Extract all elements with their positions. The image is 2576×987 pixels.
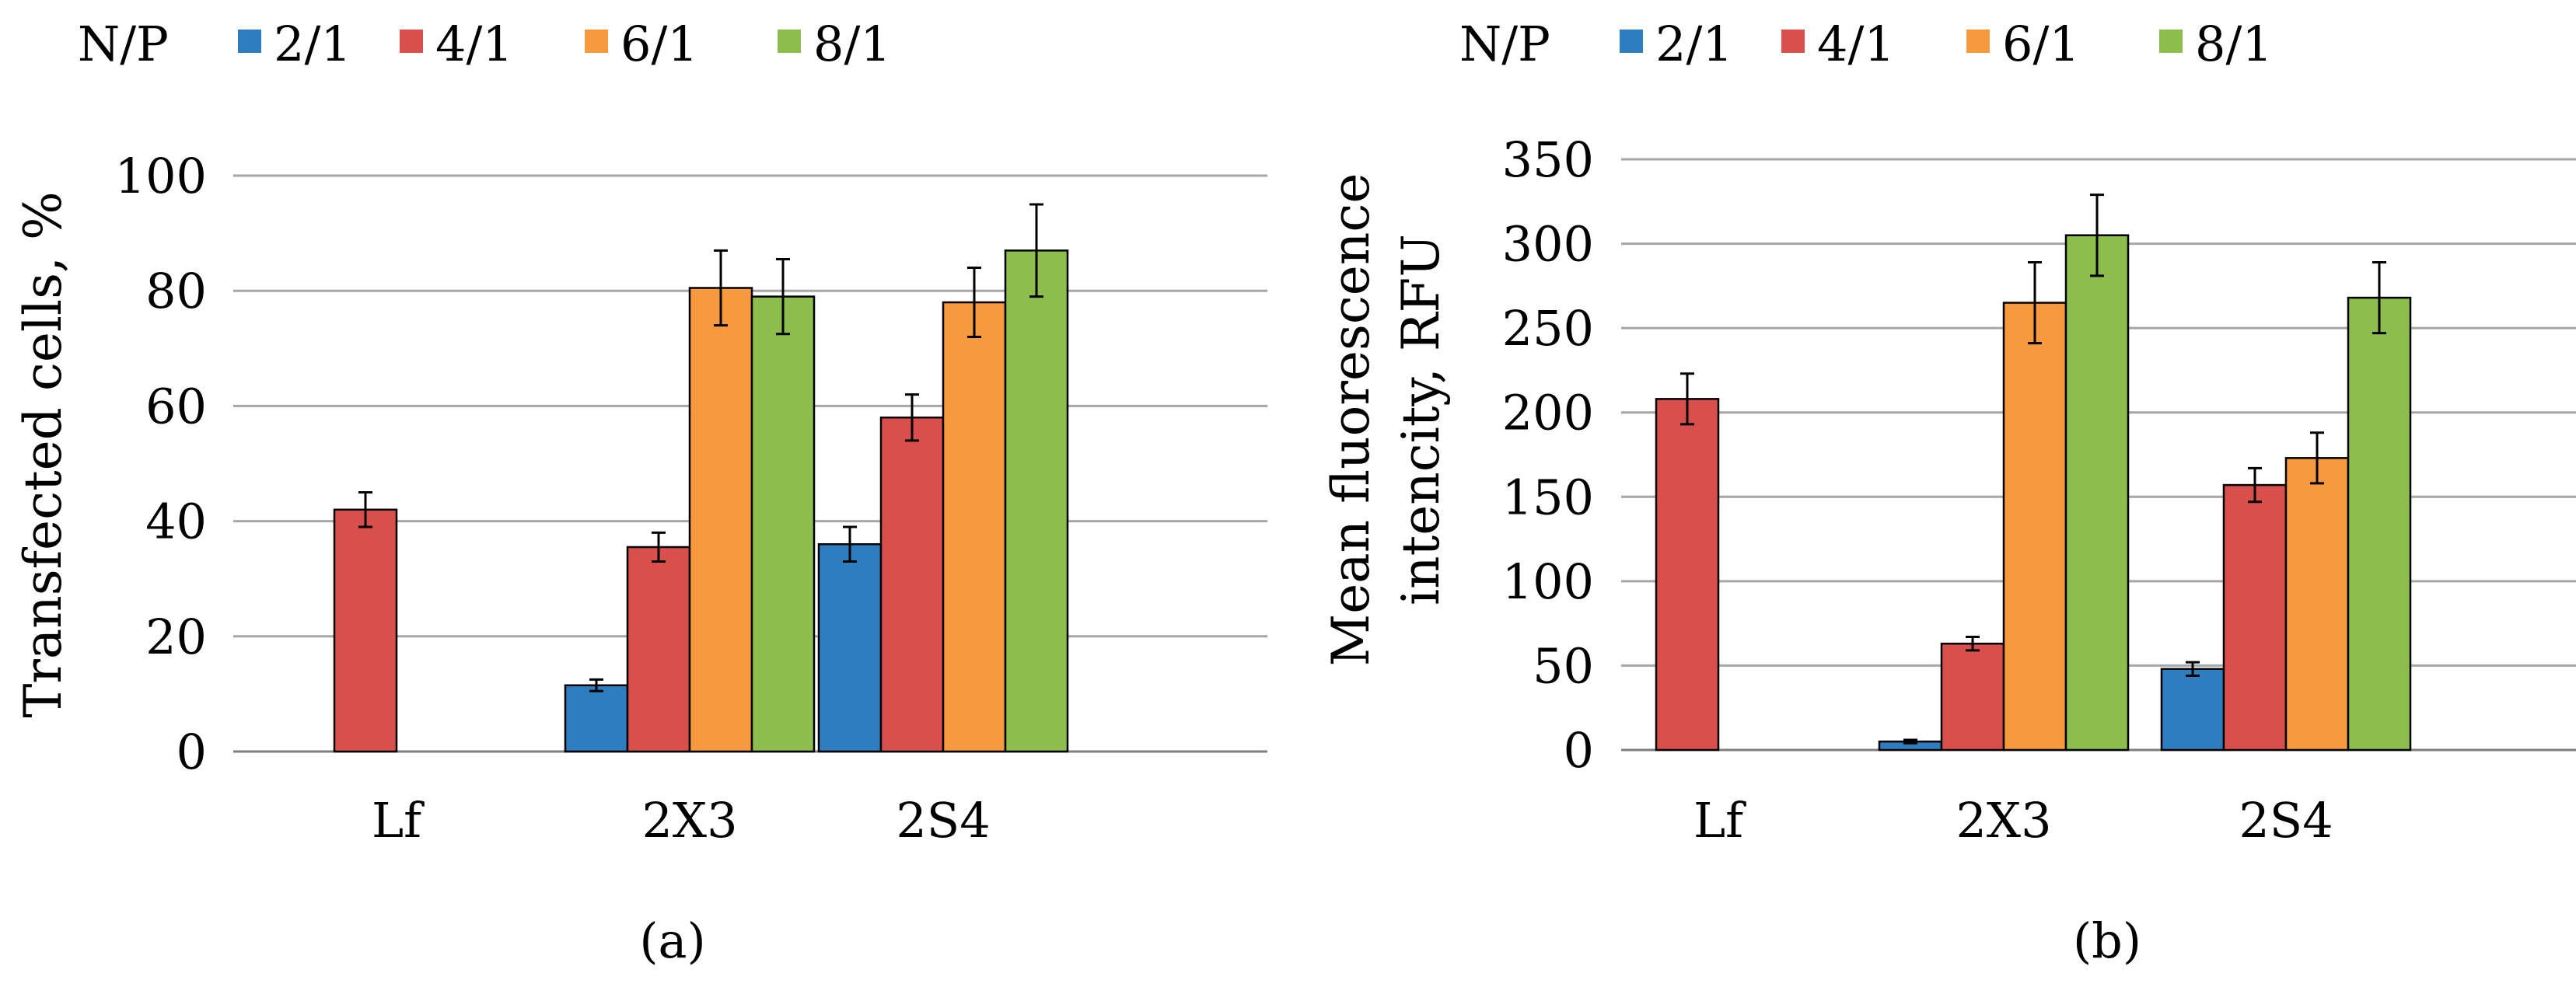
error-bar	[1680, 372, 1694, 426]
error-bar	[2372, 260, 2386, 335]
legend-title: N/P	[1459, 16, 1550, 72]
error-bar	[2248, 466, 2262, 504]
tick-labels: 0 50 100 150 200 250 300 350 Lf 2X3 2S4	[1502, 131, 2333, 849]
bar-2x3-2-1	[564, 684, 629, 753]
bar-2x3-6-1	[688, 287, 753, 753]
legend-swatch-4-1	[1781, 30, 1805, 53]
bars	[333, 249, 1069, 753]
legend-label-4-1: 4/1	[1817, 16, 1895, 72]
bar-2s4-8-1	[1004, 249, 1069, 753]
y-tick-label: 150	[1502, 469, 1594, 525]
bar-lf-4-1	[333, 508, 398, 753]
error-bars	[1680, 194, 2386, 745]
error-bar	[652, 531, 666, 563]
bar-2x3-8-1	[2064, 234, 2130, 752]
error-bar	[967, 267, 981, 338]
y-tick-label: 0	[1564, 722, 1594, 779]
x-tick-label: Lf	[1693, 792, 1746, 849]
y-tick-label: 40	[145, 494, 207, 550]
y-tick-label: 250	[1502, 300, 1594, 357]
x-tick-label: 2X3	[1956, 792, 2051, 849]
bar-2s4-6-1	[942, 301, 1007, 753]
error-bar	[358, 491, 372, 528]
error-bar	[843, 525, 857, 563]
legend-label-4-1: 4/1	[435, 16, 513, 72]
x-tick-label: Lf	[372, 792, 425, 849]
legend-label-6-1: 6/1	[2002, 16, 2080, 72]
panel-label-a: (a)	[639, 912, 705, 969]
x-tick-label: 2S4	[2239, 792, 2333, 849]
bar-2x3-4-1	[626, 546, 691, 753]
legend-title: N/P	[78, 16, 169, 72]
x-tick-label: 2X3	[641, 792, 737, 849]
error-bar	[1966, 636, 1980, 652]
y-tick-label: 200	[1502, 385, 1594, 441]
bar-lf-4-1	[1655, 398, 1720, 752]
y-axis-label: Transfected cells, %	[13, 191, 73, 717]
legend-swatch-8-1	[2159, 30, 2183, 53]
legend-b: N/P 2/1 4/1 6/1 8/1	[1459, 16, 2273, 72]
legend-swatch-6-1	[1966, 30, 1990, 53]
y-tick-label: 100	[1502, 553, 1594, 610]
chart-panel-b: N/P 2/1 4/1 6/1 8/1 Mean fluorescence in…	[1321, 16, 2576, 969]
error-bar	[2090, 194, 2104, 277]
legend-swatch-4-1	[400, 30, 423, 53]
bar-2s4-6-1	[2284, 457, 2350, 752]
error-bar	[1903, 738, 1917, 745]
chart-panel-a: N/P 2/1 4/1 6/1 8/1 Transfected cells, %…	[13, 16, 1267, 969]
error-bars	[358, 203, 1043, 692]
y-tick-label: 20	[145, 609, 207, 665]
tick-labels: 0 20 40 60 80 100 Lf 2X3 2S4	[115, 148, 991, 849]
legend-label-8-1: 8/1	[813, 16, 891, 72]
error-bar	[2310, 431, 2324, 485]
bar-2x3-6-1	[2002, 302, 2067, 752]
bar-2s4-8-1	[2347, 296, 2412, 752]
y-tick-label: 100	[115, 148, 207, 204]
y-tick-label: 0	[177, 724, 207, 780]
panel-label-b: (b)	[2073, 912, 2141, 969]
y-tick-label: 60	[145, 378, 207, 434]
bar-2s4-4-1	[879, 416, 945, 753]
error-bar	[776, 257, 790, 336]
legend-label-2-1: 2/1	[274, 16, 351, 72]
legend-swatch-2-1	[1620, 30, 1643, 53]
error-bar	[714, 249, 728, 327]
error-bar	[1029, 203, 1043, 298]
y-tick-label: 300	[1502, 216, 1594, 273]
bar-2x3-8-1	[750, 295, 816, 753]
error-bar	[905, 393, 919, 442]
y-tick-label: 50	[1533, 637, 1594, 694]
bars	[1655, 234, 2412, 752]
x-tick-label: 2S4	[896, 792, 990, 849]
legend-swatch-2-1	[238, 30, 261, 53]
legend-label-6-1: 6/1	[620, 16, 698, 72]
y-tick-label: 350	[1502, 131, 1594, 188]
legend-label-2-1: 2/1	[1655, 16, 1733, 72]
legend-a: N/P 2/1 4/1 6/1 8/1	[78, 16, 891, 72]
bar-2s4-4-1	[2222, 483, 2288, 752]
y-tick-label: 80	[145, 263, 207, 319]
error-bar	[2028, 260, 2042, 345]
legend-swatch-8-1	[778, 30, 801, 53]
bar-2s4-2-1	[817, 542, 883, 753]
bar-2s4-2-1	[2160, 668, 2225, 752]
y-axis-label-line-1: Mean fluorescence	[1321, 173, 1381, 667]
legend-label-8-1: 8/1	[2195, 16, 2273, 72]
error-bar	[589, 678, 603, 692]
bar-2x3-4-1	[1940, 642, 2005, 752]
legend-swatch-6-1	[585, 30, 608, 53]
error-bar	[2186, 661, 2200, 677]
y-axis-label-line-2: intencity, RFU	[1391, 234, 1451, 605]
